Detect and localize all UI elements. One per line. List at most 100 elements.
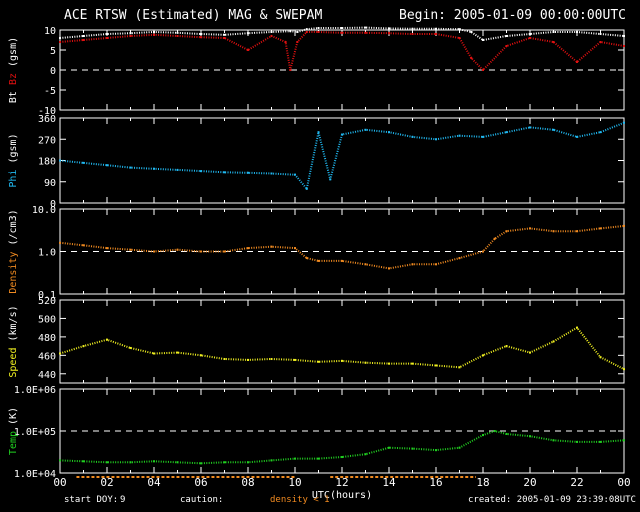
speed-ylabel-part: Speed bbox=[8, 348, 19, 378]
speed-point-speed bbox=[623, 368, 625, 371]
mag-point-bz bbox=[364, 31, 367, 34]
density-point-density bbox=[129, 248, 132, 251]
phi-point-phi bbox=[435, 138, 437, 141]
phi-point-phi bbox=[223, 171, 226, 174]
mag-point-bz bbox=[82, 39, 85, 41]
density-point-density bbox=[599, 227, 602, 230]
temp-point-temp bbox=[129, 461, 132, 464]
x-tick-label: 22 bbox=[570, 476, 583, 489]
mag-ytick-label: -10 bbox=[38, 106, 56, 117]
mag-point-bz bbox=[623, 45, 625, 47]
density-ylabel-part: Density bbox=[8, 252, 19, 294]
mag-ytick-label: -5 bbox=[44, 86, 56, 97]
mag-point-bt bbox=[341, 27, 343, 29]
start-doy-value: 9 bbox=[120, 495, 126, 505]
mag-point-bt bbox=[59, 37, 61, 39]
density-point-density bbox=[435, 263, 437, 266]
density-point-density bbox=[482, 250, 484, 253]
created-timestamp: created: 2005-01-09 23:39:08UTC bbox=[468, 495, 636, 505]
mag-point-bt bbox=[200, 33, 202, 35]
density-point-density bbox=[505, 230, 508, 233]
phi-ytick-label: 270 bbox=[38, 135, 56, 146]
density-ytick-label: 1.0 bbox=[38, 248, 56, 259]
temp-point-temp bbox=[59, 459, 61, 462]
temp-ytick-label: 1.0E+06 bbox=[14, 385, 56, 396]
temp-point-temp bbox=[247, 461, 249, 464]
start-doy-label: start DOY: bbox=[64, 495, 119, 505]
temp-point-temp bbox=[599, 440, 602, 443]
mag-point-bz bbox=[305, 31, 308, 33]
density-point-density bbox=[153, 250, 155, 253]
temp-point-temp bbox=[505, 432, 508, 435]
mag-point-bt bbox=[176, 31, 179, 34]
density-point-density bbox=[294, 247, 296, 250]
phi-point-phi bbox=[317, 131, 320, 134]
phi-point-phi bbox=[305, 187, 308, 190]
density-point-density bbox=[529, 227, 531, 230]
density-point-density bbox=[623, 224, 625, 227]
speed-point-speed bbox=[317, 360, 320, 363]
x-tick-label: 20 bbox=[523, 476, 536, 489]
speed-point-speed bbox=[247, 358, 249, 361]
speed-point-speed bbox=[223, 358, 226, 361]
speed-point-speed bbox=[552, 340, 555, 343]
mag-point-bt bbox=[482, 39, 484, 41]
mag-point-bt bbox=[270, 31, 273, 33]
mag-series-bt bbox=[59, 26, 625, 42]
phi-point-phi bbox=[411, 135, 414, 138]
phi-point-phi bbox=[552, 128, 555, 131]
x-tick-label: 18 bbox=[476, 476, 489, 489]
plot-title: ACE RTSW (Estimated) MAG & SWEPAM bbox=[64, 8, 323, 23]
density-point-density bbox=[200, 250, 202, 253]
mag-point-bt bbox=[552, 31, 555, 33]
mag-point-bz bbox=[317, 31, 320, 33]
caution-label: caution: bbox=[180, 495, 224, 505]
temp-point-temp bbox=[529, 435, 531, 438]
temp-point-temp bbox=[223, 461, 226, 464]
phi-point-phi bbox=[482, 135, 484, 138]
density-point-density bbox=[82, 244, 85, 247]
mag-point-bt bbox=[305, 28, 308, 31]
mag-ytick-label: 5 bbox=[50, 46, 56, 57]
phi-ylabel: Phi (gsm) bbox=[8, 133, 19, 187]
density-point-density bbox=[411, 263, 414, 266]
density-point-density bbox=[341, 259, 343, 262]
phi-point-phi bbox=[623, 121, 625, 124]
speed-point-speed bbox=[176, 351, 179, 354]
density-point-density bbox=[493, 237, 496, 240]
temp-point-temp bbox=[364, 453, 367, 456]
mag-point-bt bbox=[470, 31, 473, 33]
phi-point-phi bbox=[270, 172, 273, 175]
mag-point-bz bbox=[129, 35, 132, 37]
speed-point-speed bbox=[270, 358, 273, 361]
temp-point-temp bbox=[200, 462, 202, 465]
x-tick-label: 12 bbox=[335, 476, 348, 489]
speed-ytick-label: 480 bbox=[38, 333, 56, 344]
speed-point-speed bbox=[505, 345, 508, 348]
mag-point-bt bbox=[364, 26, 367, 29]
density-series-density bbox=[59, 224, 625, 270]
temp-point-temp bbox=[388, 446, 390, 449]
x-tick-label: 10 bbox=[288, 476, 301, 489]
phi-point-phi bbox=[364, 128, 367, 131]
speed-point-speed bbox=[153, 352, 155, 355]
speed-point-speed bbox=[576, 326, 578, 329]
phi-ylabel-part: (gsm) bbox=[8, 133, 19, 169]
phi-point-phi bbox=[153, 167, 155, 170]
density-point-density bbox=[364, 263, 367, 266]
speed-point-speed bbox=[294, 358, 296, 361]
mag-point-bt bbox=[223, 33, 226, 36]
mag-point-bz bbox=[435, 33, 437, 35]
phi-point-phi bbox=[176, 168, 179, 171]
phi-point-phi bbox=[82, 161, 85, 164]
density-point-density bbox=[176, 248, 179, 251]
speed-frame bbox=[59, 299, 625, 384]
mag-point-bz bbox=[505, 45, 508, 47]
temp-point-temp bbox=[106, 461, 108, 464]
phi-point-phi bbox=[341, 133, 343, 136]
phi-point-phi bbox=[529, 126, 531, 129]
speed-ytick-label: 440 bbox=[38, 370, 56, 381]
x-tick-label: 08 bbox=[241, 476, 254, 489]
mag-point-bt bbox=[317, 27, 320, 29]
